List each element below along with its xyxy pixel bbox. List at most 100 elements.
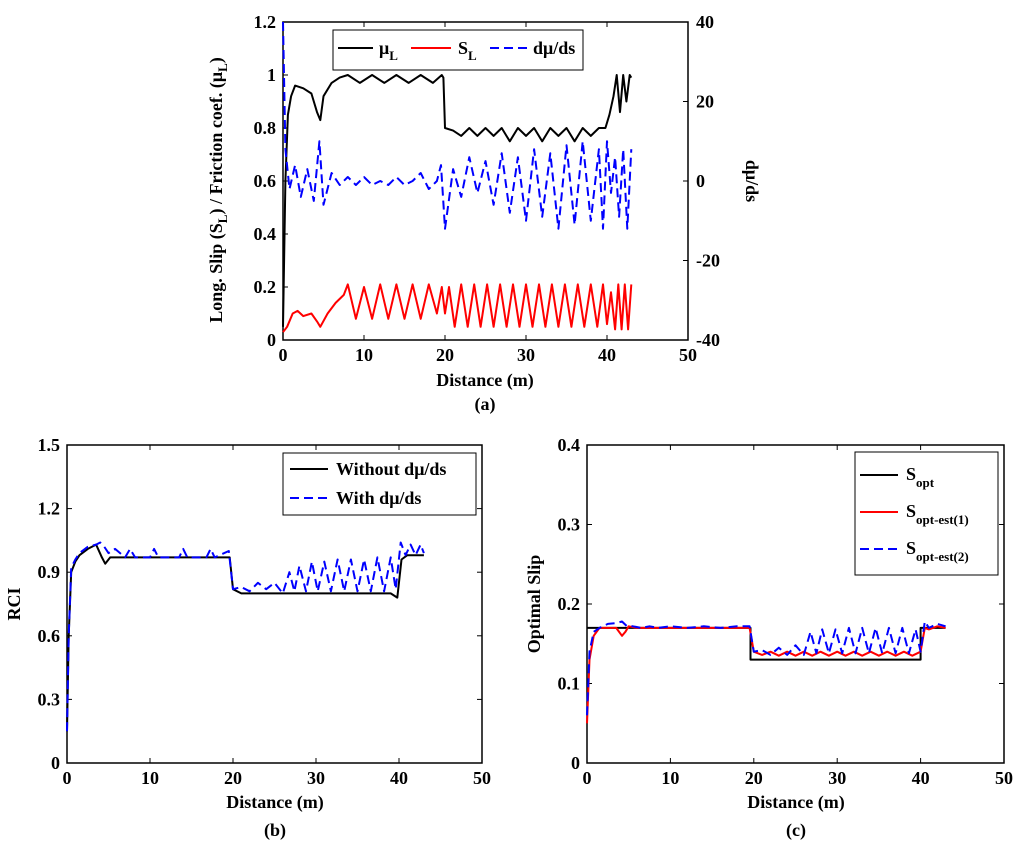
y2-tick-label: 0 <box>696 171 705 191</box>
y-axis-label-a-end: ) <box>206 57 227 63</box>
legend-label-sl-main: S <box>458 38 468 58</box>
series-line-without-dmu-ds <box>66 543 424 732</box>
y-ticks-a: 0 0.2 0.4 0.6 0.8 1 1.2 <box>254 12 288 350</box>
legend-label-sest1-main: S <box>906 501 916 521</box>
y-axis-label-a-mid: ) / Friction coef. (μ <box>206 72 227 215</box>
y2-axis-label-a: dμ/ds <box>742 160 762 202</box>
legend-label-with: With dμ/ds <box>336 488 421 508</box>
x-tick-label: 30 <box>517 345 535 365</box>
y-tick-label: 0.6 <box>254 171 277 191</box>
x-tick-label: 30 <box>307 768 325 788</box>
caption-c: (c) <box>786 820 806 841</box>
legend-label-dmu: dμ/ds <box>533 38 575 58</box>
panel-a: 0 10 20 30 40 50 0 0.2 0.4 0.6 0.8 1 1.2 -40 -20 0 20 4… <box>206 12 762 415</box>
x-tick-label: 30 <box>828 768 846 788</box>
y-tick-label: 0 <box>267 330 276 350</box>
legend-label-sest2-main: S <box>906 538 916 558</box>
x-ticks-a: 0 10 20 30 40 50 <box>279 22 697 365</box>
legend-label-sl-sub: L <box>468 48 477 63</box>
legend-label-sest2-sub: opt-est(2) <box>916 549 969 564</box>
y-ticks-b: 0 0.3 0.6 0.9 1.2 1.5 <box>38 435 482 773</box>
x-axis-label-a: Distance (m) <box>436 370 533 391</box>
series-line-s-opt-est-2- <box>586 620 946 716</box>
legend-label-mu-sub: L <box>389 48 398 63</box>
y-tick-label: 0.2 <box>558 594 581 614</box>
legend-box-c <box>854 451 999 576</box>
y2-tick-label: -40 <box>696 330 720 350</box>
x-tick-label: 10 <box>141 768 159 788</box>
series-line-s-opt-est-1- <box>586 625 946 724</box>
y-tick-label: 0 <box>571 753 580 773</box>
x-tick-label: 50 <box>995 768 1013 788</box>
x-tick-label: 10 <box>661 768 679 788</box>
y-axis-label-b: RCI <box>4 587 24 620</box>
legend-label-without: Without dμ/ds <box>336 459 446 479</box>
x-tick-label: 20 <box>745 768 763 788</box>
y-tick-label: 0.2 <box>254 277 277 297</box>
y-axis-label-a-sub2: L <box>215 63 230 72</box>
y-tick-label: 0.9 <box>38 562 61 582</box>
x-tick-label: 0 <box>63 768 72 788</box>
series-line-dmu-ds <box>282 21 633 230</box>
x-tick-label: 50 <box>473 768 491 788</box>
series-line-s-l <box>282 283 633 333</box>
legend-label-sopt-sub: opt <box>916 475 935 490</box>
caption-a: (a) <box>475 394 496 415</box>
panel-c: 0 10 20 30 40 50 0 0.1 0.2 0.3 0.4 Distance (m) (… <box>524 435 1013 841</box>
legend-label-sopt: Sopt <box>906 464 935 490</box>
panel-b: 0 10 20 30 40 50 0 0.3 0.6 0.9 1.2 1.5 Distance (m… <box>4 435 491 841</box>
legend-box-b <box>282 452 477 516</box>
legend-b: Without dμ/ds With dμ/ds <box>282 452 477 516</box>
x-ticks-c: 0 10 20 30 40 50 <box>583 445 1013 788</box>
legend-label-sest2: Sopt-est(2) <box>906 538 969 564</box>
x-axis-label-c: Distance (m) <box>747 792 844 813</box>
x-axis-label-b: Distance (m) <box>226 792 323 813</box>
y-tick-label: 0.4 <box>254 224 277 244</box>
legend-label-mu-main: μ <box>379 38 389 58</box>
x-tick-label: 40 <box>598 345 616 365</box>
y-tick-label: 0.6 <box>38 626 61 646</box>
legend-box-a <box>332 29 584 71</box>
y-tick-label: 0.3 <box>558 515 581 535</box>
x-tick-label: 40 <box>912 768 930 788</box>
legend-a: μL SL dμ/ds <box>332 29 584 71</box>
y-tick-label: 1.2 <box>254 12 277 32</box>
caption-b: (b) <box>264 820 286 841</box>
y-tick-label: 0 <box>51 753 60 773</box>
y-tick-label: 0.8 <box>254 118 277 138</box>
legend-label-sest1-sub: opt-est(1) <box>916 512 969 527</box>
legend-label-sopt-main: S <box>906 464 916 484</box>
y-axis-label-a-sub1: L <box>215 214 230 223</box>
legend-c: Sopt Sopt-est(1) Sopt-est(2) <box>854 451 999 576</box>
y-axis-label-c: Optimal Slip <box>524 555 544 654</box>
series-line-with-dmu-ds <box>66 541 425 732</box>
y-tick-label: 1.2 <box>38 499 61 519</box>
legend-label-sl: SL <box>458 38 477 63</box>
y-axis-label-a-main: Long. Slip (S <box>206 223 227 323</box>
y-axis-label-a: Long. Slip (SL) / Friction coef. (μL) <box>206 57 230 323</box>
x-tick-label: 0 <box>583 768 592 788</box>
y2-ticks-a: -40 -20 0 20 40 <box>683 12 720 350</box>
x-tick-label: 50 <box>679 345 697 365</box>
y-ticks-c: 0 0.1 0.2 0.3 0.4 <box>558 435 1004 773</box>
x-tick-label: 0 <box>279 345 288 365</box>
y-tick-label: 1.5 <box>38 435 61 455</box>
y2-tick-label: -20 <box>696 251 720 271</box>
legend-label-mu: μL <box>379 38 398 63</box>
y2-tick-label: 20 <box>696 92 714 112</box>
x-ticks-b: 0 10 20 30 40 50 <box>63 445 491 788</box>
y-tick-label: 0.3 <box>38 689 61 709</box>
x-tick-label: 10 <box>355 345 373 365</box>
y-tick-label: 0.4 <box>558 435 581 455</box>
x-tick-label: 20 <box>224 768 242 788</box>
series-lines-c <box>586 620 946 724</box>
y2-tick-label: 40 <box>696 12 714 32</box>
series-line-mu-l <box>282 74 633 327</box>
series-lines-a <box>282 21 633 333</box>
x-tick-label: 20 <box>436 345 454 365</box>
y-tick-label: 1 <box>267 65 276 85</box>
x-tick-label: 40 <box>390 768 408 788</box>
series-lines-b <box>66 541 425 732</box>
